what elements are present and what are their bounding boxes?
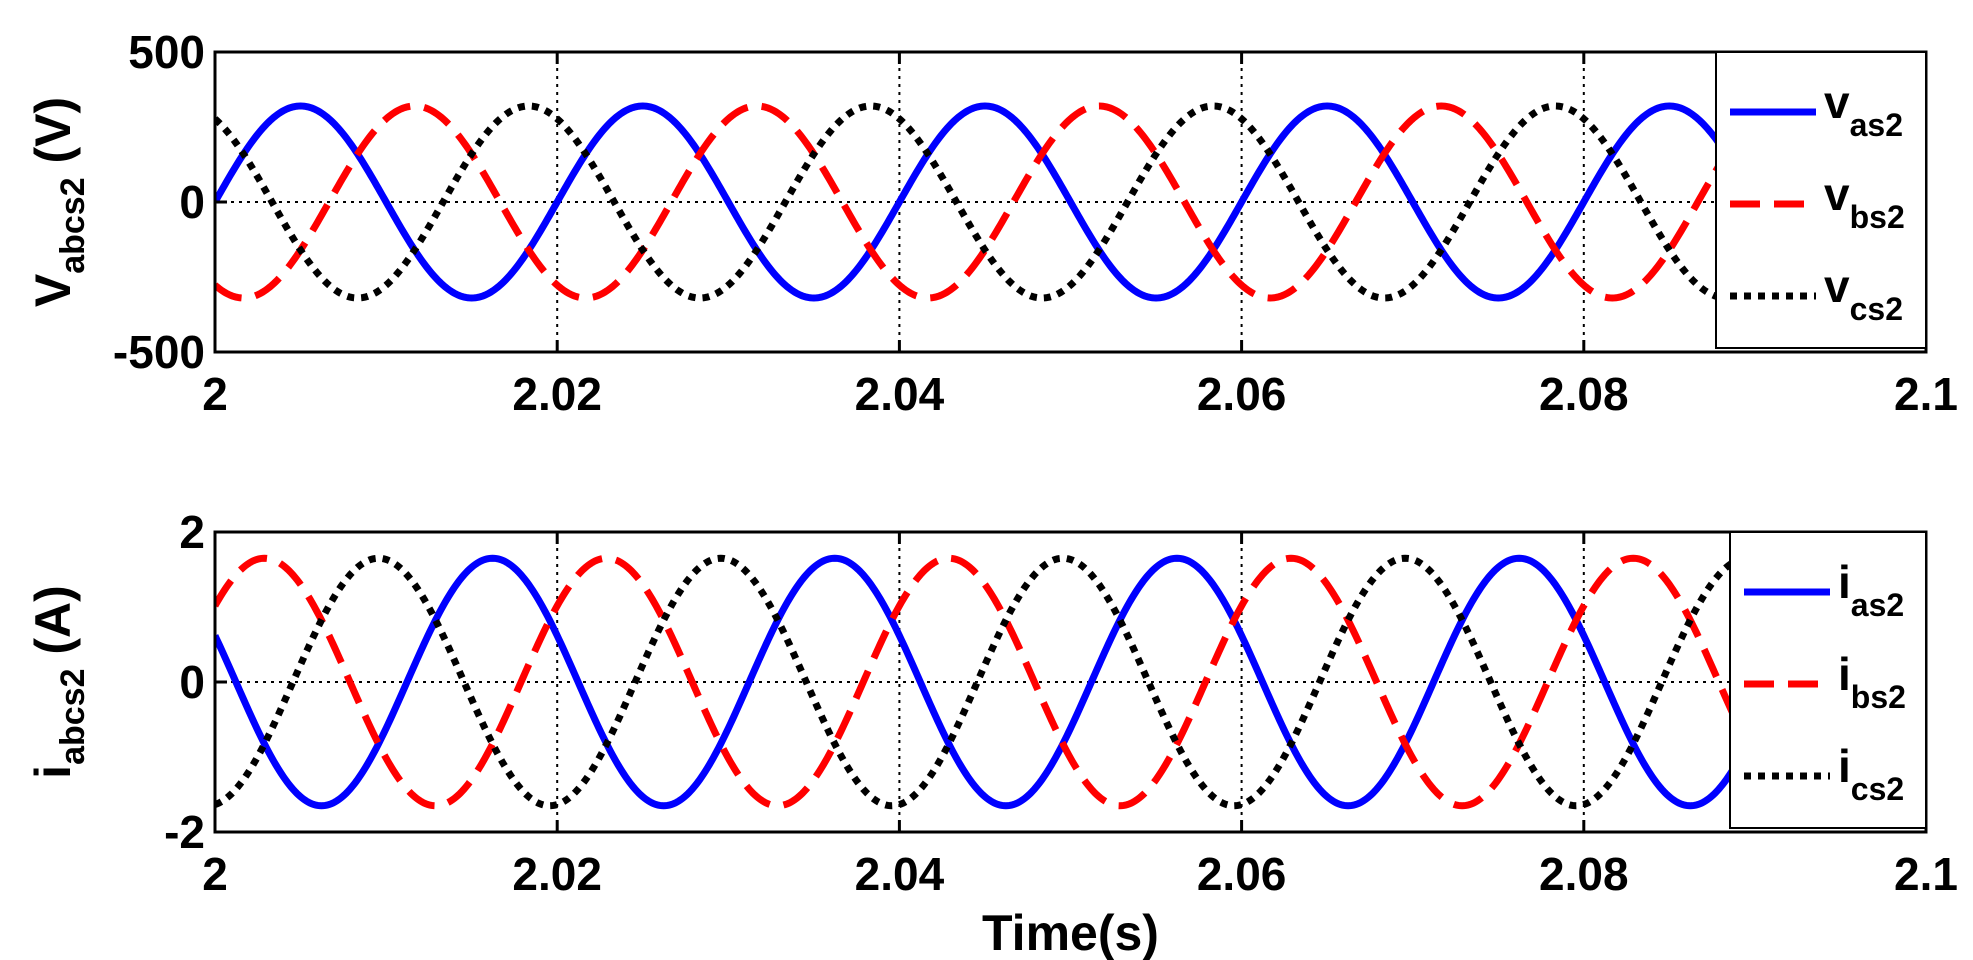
x-tick-label: 2.04 <box>855 848 945 900</box>
series-group <box>215 554 1926 810</box>
legend-entry-name: v <box>1824 76 1850 128</box>
y-tick-label: 2 <box>179 506 205 558</box>
y-tick-label: 0 <box>179 176 205 228</box>
y-axis-label-subscript: abcs2 <box>54 669 92 765</box>
x-tick-label: 2 <box>202 368 228 420</box>
legend-entry-name: i <box>1838 556 1851 608</box>
series-line-ics2 <box>215 554 1926 810</box>
series-line-vas2 <box>215 102 1926 302</box>
x-tick-label: 2 <box>202 848 228 900</box>
legend-entry-name: i <box>1838 740 1851 792</box>
legend-entry-name: i <box>1838 648 1851 700</box>
legend-entry-ics2: ics2 <box>1838 740 1904 807</box>
legend-entry-vcs2: vcs2 <box>1824 260 1903 327</box>
legend-entry-subscript: bs2 <box>1850 199 1905 235</box>
y-axis-label-main: V <box>25 273 81 307</box>
x-tick-label: 2.06 <box>1197 848 1287 900</box>
x-tick-label: 2.1 <box>1894 368 1958 420</box>
x-tick-label: 2.08 <box>1539 848 1629 900</box>
y-tick-label: 500 <box>128 26 205 78</box>
legend-entry-subscript: bs2 <box>1851 679 1906 715</box>
x-tick-label: 2.02 <box>512 368 602 420</box>
legend-entry-name: v <box>1824 260 1850 312</box>
x-tick-label: 2.08 <box>1539 368 1629 420</box>
series-line-ibs2 <box>215 554 1926 810</box>
y-axis-label: iabcs2 (A) <box>25 585 92 779</box>
y-tick-label: -500 <box>113 326 205 378</box>
legend-entry-ibs2: ibs2 <box>1838 648 1906 715</box>
x-tick-label: 2.06 <box>1197 368 1287 420</box>
legend-entry-subscript: cs2 <box>1850 291 1903 327</box>
y-axis-label-unit: (A) <box>25 585 81 668</box>
y-axis-label-unit: (V) <box>25 97 81 178</box>
x-tick-label: 2.04 <box>855 368 945 420</box>
legend-entry-subscript: as2 <box>1851 587 1904 623</box>
legend-entry-vas2: vas2 <box>1824 76 1903 143</box>
y-axis-label: Vabcs2 (V) <box>25 97 92 307</box>
legend-entry-name: v <box>1824 168 1850 220</box>
legend-entry-subscript: cs2 <box>1851 771 1904 807</box>
x-tick-label: 2.02 <box>512 848 602 900</box>
series-line-ias2 <box>215 554 1926 810</box>
x-tick-label: 2.1 <box>1894 848 1958 900</box>
y-tick-label: 0 <box>179 656 205 708</box>
legend-entry-subscript: as2 <box>1850 107 1903 143</box>
series-line-vbs2 <box>215 102 1926 302</box>
legend-entry-ias2: ias2 <box>1838 556 1904 623</box>
legend-entry-vbs2: vbs2 <box>1824 168 1905 235</box>
x-axis-label: Time(s) <box>982 905 1159 960</box>
y-axis-label-main: i <box>25 765 81 779</box>
y-axis-label-subscript: abcs2 <box>54 177 92 273</box>
series-line-vcs2 <box>215 102 1926 302</box>
series-group <box>215 102 1926 302</box>
y-tick-label: -2 <box>164 806 205 858</box>
